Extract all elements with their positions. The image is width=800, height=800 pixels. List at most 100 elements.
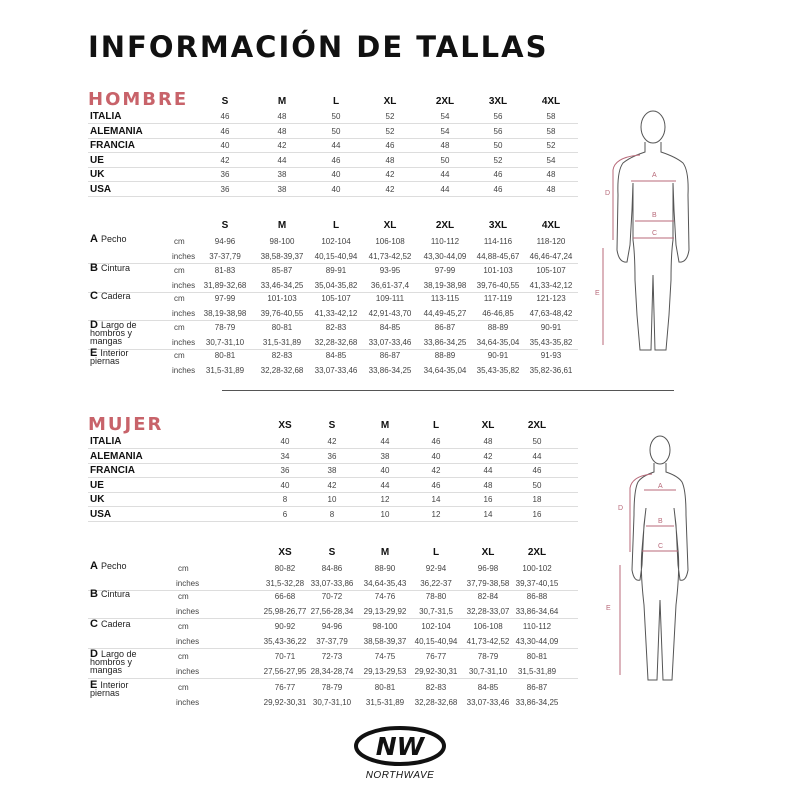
size-header: M [277,220,287,231]
size-cell: 48 [385,155,395,165]
size-cell: 40 [331,170,341,180]
cm-cell: 110-112 [430,237,460,246]
measure-label: D Largo de hombros y mangas [90,649,152,675]
inches-cell: 27,56-28,34 [310,606,354,616]
size-cell: 50 [532,437,542,446]
size-cell: 42 [327,437,337,446]
size-cell: 42 [327,480,337,490]
figure-label-e: E [595,290,600,297]
size-header: 4XL [541,96,561,107]
size-header: 2XL [435,96,455,107]
row-separator [88,349,578,350]
cm-cell: 80-81 [271,323,293,332]
size-header: XL [383,220,397,231]
cm-cell: 82-83 [271,351,293,360]
inches-cell: 44,88-45,67 [476,252,520,261]
inches-cell: 33,86-34,25 [423,338,467,347]
inches-cell: 33,86-34,25 [368,366,412,375]
cm-cell: 70-72 [321,592,343,601]
cm-cell: 98-100 [269,237,295,246]
row-separator [88,647,578,649]
size-cell: 38 [277,170,287,180]
measure-letter: C [90,618,98,630]
cm-cell: 86-87 [379,351,401,360]
row-separator [88,320,578,321]
size-cell: 54 [440,126,450,136]
size-header: S [328,547,336,558]
size-header: M [380,547,390,558]
measure-label: B Cintura [90,263,152,274]
inches-cell: 42,91-43,70 [368,309,412,318]
size-cell: 52 [546,141,556,151]
size-header: S [328,420,336,431]
inches-cell: 30,7-31,10 [312,697,352,707]
size-cell: 50 [493,141,503,151]
inches-cell: 37-37,79 [316,636,348,646]
size-cell: 14 [431,495,441,505]
size-header: L [432,420,440,431]
size-header: L [332,220,340,231]
size-cell: 40 [331,185,341,194]
size-cell: 14 [483,510,493,519]
unit-inches: inches [176,697,200,707]
unit-inches: inches [176,578,200,588]
cm-cell: 74-76 [374,592,396,601]
size-cell: 38 [277,185,287,194]
inches-cell: 37-37,79 [209,252,241,261]
size-cell: 48 [546,185,556,194]
unit-inches: inches [172,366,196,375]
measure-letter: C [90,290,98,302]
measure-label: C Cadera [90,290,152,302]
size-header: 2XL [527,420,547,431]
figure-label-c: C [658,543,663,550]
inches-cell: 28,34-28,74 [310,666,354,676]
size-cell: 38 [327,466,337,476]
cm-cell: 105-107 [321,294,351,303]
inches-cell: 43,30-44,09 [515,636,559,646]
size-header: XL [383,96,397,107]
northwave-logo: NW NORTHWAVE [354,726,446,781]
row-separator [88,292,578,293]
cm-cell: 106-108 [375,237,405,246]
measure-letter: B [90,588,98,600]
measure-label: A Pecho [90,234,152,245]
unit-cm: cm [178,652,189,661]
inches-cell: 44,49-45,27 [423,309,467,318]
section-hombre-title: HOMBRE [88,89,189,110]
size-cell: 42 [385,170,395,180]
inches-cell: 39,37-40,15 [515,578,559,588]
cm-cell: 78-79 [321,683,343,692]
size-cell: 42 [431,466,441,476]
figure-label-b: B [658,518,663,525]
unit-inches: inches [172,281,196,290]
cm-cell: 94-96 [214,237,236,246]
size-header: 2XL [527,547,547,558]
unit-cm: cm [178,564,189,573]
size-cell: 42 [220,155,230,165]
size-cell: 8 [329,510,335,519]
cm-cell: 86-88 [526,592,548,601]
inches-cell: 31,5-31,89 [205,366,245,375]
cm-cell: 82-84 [477,592,499,601]
inches-cell: 38,19-38,98 [203,309,247,318]
inches-cell: 41,73-42,52 [466,636,510,646]
measure-name: Cadera [100,291,131,301]
measure-letter: A [90,560,98,572]
figure-label-d: D [605,190,610,197]
size-cell: 40 [220,141,230,151]
cm-cell: 80-82 [274,564,296,573]
inches-cell: 29,92-30,31 [263,697,307,707]
size-cell: 40 [280,480,290,490]
measure-name: Cadera [100,619,131,629]
cm-cell: 80-81 [374,683,396,692]
size-header: L [432,547,440,558]
measure-name: Cintura [100,589,130,599]
cm-cell: 80-81 [526,652,548,661]
country-label: ALEMANIA [90,450,143,462]
inches-cell: 30,7-31,5 [419,606,453,616]
inches-cell: 31,89-32,68 [203,281,247,290]
inches-cell: 40,15-40,94 [414,636,458,646]
cm-cell: 78-80 [425,592,447,601]
inches-cell: 46,46-47,24 [529,252,573,261]
cm-cell: 78-79 [477,652,499,661]
